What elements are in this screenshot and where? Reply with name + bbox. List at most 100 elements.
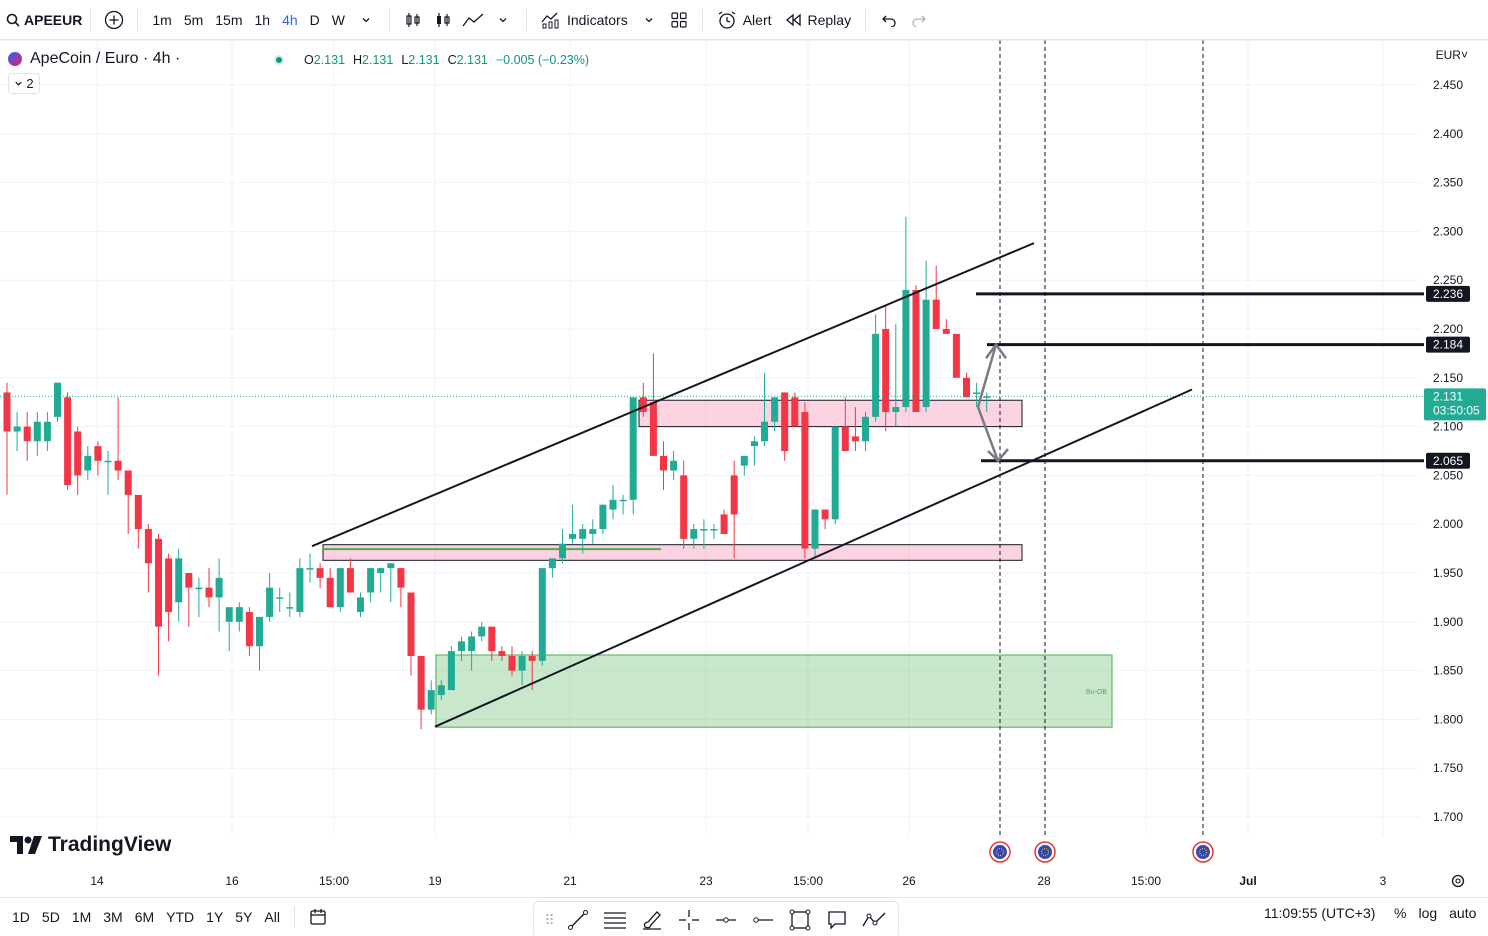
candle [316,563,324,588]
rectangle-tool[interactable] [785,905,815,935]
fib-tool[interactable] [600,905,630,935]
timeframe-15m[interactable]: 15m [215,11,243,28]
candle [771,397,779,432]
percent-scale-toggle[interactable]: % [1394,905,1407,921]
candle-body [740,455,748,466]
range-ytd[interactable]: YTD [166,909,195,925]
candle [670,451,678,481]
candles-button[interactable] [428,0,458,40]
goto-date-button[interactable] [303,902,333,932]
grid-icon [671,11,687,28]
redo-button[interactable] [904,0,934,40]
symbol-search[interactable]: APEEUR [0,0,82,40]
alert-button[interactable]: Alert [711,0,778,40]
range-group: 1D 5D 1M 3M 6M YTD 1Y 5Y All [0,909,286,925]
layouts-button[interactable] [664,0,694,40]
chevron-down-icon [362,17,370,22]
coin-icon [8,52,22,66]
candle [33,411,41,456]
range-1y[interactable]: 1Y [206,909,224,925]
candle [478,621,486,642]
candle [437,680,445,700]
collapse-indicators-button[interactable]: 2 [8,73,40,94]
ray-tool[interactable] [748,905,778,935]
candle-body [488,626,496,652]
range-1d[interactable]: 1D [12,909,30,925]
candle [114,397,122,481]
candle [447,646,455,691]
candle-body [811,509,819,549]
timeframe-dropdown[interactable] [351,0,381,40]
settings-gear-icon [1451,874,1465,888]
rewind-icon [785,13,801,26]
candle [801,402,809,559]
range-all[interactable]: All [264,909,280,925]
replay-label: Replay [807,11,852,28]
replay-button[interactable]: Replay [778,0,858,40]
timeframe-w[interactable]: W [331,11,345,28]
candle [538,568,546,666]
price-chart[interactable]: Bu-OB 2.450 2.400 2.350 2.300 2.250 2.200 2.15… [0,40,1488,897]
candle-body [54,382,61,417]
trend-line-tool[interactable] [563,905,593,935]
crosshair-tool[interactable] [674,905,704,935]
pattern-tool[interactable] [859,905,889,935]
candle-body [831,426,839,520]
y-tick-label: 1.850 [1433,664,1463,678]
range-1m[interactable]: 1M [71,909,92,925]
price-level-badge [1426,452,1470,469]
candle [700,519,708,549]
range-5d[interactable]: 5D [41,909,60,925]
search-icon [6,13,20,27]
candle [922,260,930,412]
candle-body [952,333,960,378]
range-5y[interactable]: 5Y [235,909,253,925]
crosshair-icon [678,910,699,930]
candle [639,382,647,417]
candle-body [609,499,617,510]
candle-body [680,475,688,539]
candle [609,485,617,520]
candle [256,616,263,671]
horizontal-line-icon [715,917,736,923]
y-tick-label: 2.100 [1433,420,1463,434]
x-tick-label: 15:00 [1131,874,1161,888]
trend-line-icon [567,910,588,930]
chart-type-dropdown[interactable] [488,0,518,40]
timeframe-1h[interactable]: 1h [254,11,271,28]
range-6m[interactable]: 6M [134,909,155,925]
candle-body [963,377,970,398]
candle-body [569,533,577,539]
brush-tool[interactable] [637,905,667,935]
candle-body [266,587,274,617]
indicators-button[interactable]: Indicators [535,0,634,40]
currency-selector[interactable]: EUR˅ [1435,48,1468,62]
compare-button[interactable] [99,0,129,40]
timeframe-4h[interactable]: 4h [282,11,298,28]
candle [548,558,556,578]
candle-body [771,397,779,422]
callout-tool[interactable] [822,905,852,935]
clock-timezone[interactable]: 11:09:55 (UTC+3) [1264,905,1376,921]
bar-style-button[interactable] [398,0,428,40]
candle-body [13,426,21,432]
tradingview-logo[interactable]: TradingView [10,833,171,857]
candle [629,397,637,515]
bars-icon [406,12,420,27]
line-style-button[interactable] [458,0,488,40]
candle [912,285,920,412]
log-scale-toggle[interactable]: log [1418,905,1438,921]
candle-body [377,568,385,573]
x-tick-label: 3 [1380,874,1387,888]
market-status-icon[interactable] [274,55,284,65]
candle-body [427,690,435,710]
range-3m[interactable]: 3M [103,909,123,925]
indicators-dropdown[interactable] [634,0,664,40]
timeframe-1m[interactable]: 1m [152,11,172,28]
undo-button[interactable] [874,0,904,40]
timeframe-d[interactable]: D [309,11,320,28]
timeframe-5m[interactable]: 5m [183,11,204,28]
horizontal-ray-tool[interactable] [711,905,741,935]
drag-handle[interactable]: ⠿ [544,911,555,928]
auto-scale-toggle[interactable]: auto [1449,905,1477,921]
